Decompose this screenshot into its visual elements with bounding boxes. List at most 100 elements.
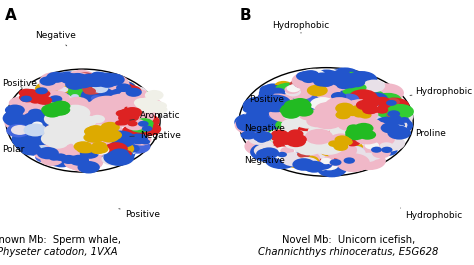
Circle shape: [98, 78, 116, 88]
Circle shape: [42, 90, 70, 106]
Circle shape: [61, 81, 84, 94]
Circle shape: [350, 111, 374, 124]
Circle shape: [361, 127, 369, 132]
Circle shape: [342, 111, 353, 116]
Circle shape: [72, 151, 100, 167]
Circle shape: [266, 145, 281, 153]
Circle shape: [128, 126, 143, 134]
Circle shape: [316, 86, 341, 100]
Circle shape: [14, 134, 46, 152]
Circle shape: [365, 108, 376, 114]
Circle shape: [325, 100, 347, 112]
Circle shape: [336, 111, 351, 119]
Circle shape: [115, 120, 125, 126]
Circle shape: [341, 97, 361, 108]
Circle shape: [284, 85, 300, 94]
Circle shape: [90, 115, 105, 123]
Circle shape: [270, 90, 283, 98]
Circle shape: [73, 141, 92, 152]
Circle shape: [372, 117, 405, 135]
Circle shape: [130, 109, 142, 116]
Circle shape: [44, 111, 72, 127]
Circle shape: [65, 94, 90, 107]
Circle shape: [119, 140, 138, 150]
Circle shape: [336, 145, 366, 162]
Circle shape: [117, 109, 134, 119]
Circle shape: [377, 135, 403, 150]
Circle shape: [22, 99, 47, 113]
Circle shape: [91, 107, 127, 127]
Circle shape: [313, 76, 332, 87]
Circle shape: [33, 94, 48, 102]
Circle shape: [83, 132, 102, 143]
Circle shape: [36, 96, 46, 102]
Circle shape: [332, 77, 347, 86]
Circle shape: [287, 142, 313, 156]
Circle shape: [297, 89, 326, 106]
Circle shape: [82, 77, 101, 87]
Circle shape: [275, 134, 287, 140]
Circle shape: [71, 159, 85, 167]
Circle shape: [326, 144, 351, 158]
Circle shape: [375, 93, 402, 108]
Circle shape: [247, 114, 258, 120]
Circle shape: [82, 129, 98, 138]
Circle shape: [137, 127, 146, 132]
Circle shape: [333, 75, 356, 87]
Circle shape: [75, 130, 100, 144]
Circle shape: [354, 123, 374, 134]
Circle shape: [287, 85, 301, 92]
Circle shape: [119, 111, 133, 119]
Circle shape: [135, 98, 153, 108]
Circle shape: [330, 120, 354, 133]
Circle shape: [301, 118, 313, 125]
Circle shape: [64, 123, 82, 133]
Circle shape: [301, 156, 319, 165]
Circle shape: [118, 119, 129, 125]
Circle shape: [61, 107, 97, 127]
Circle shape: [296, 148, 305, 152]
Circle shape: [290, 136, 304, 144]
Circle shape: [319, 118, 340, 129]
Circle shape: [35, 152, 54, 162]
Circle shape: [325, 141, 357, 159]
Circle shape: [323, 113, 355, 130]
Circle shape: [86, 74, 101, 83]
Circle shape: [236, 113, 271, 133]
Circle shape: [351, 118, 362, 124]
Circle shape: [325, 97, 354, 113]
Circle shape: [287, 107, 319, 124]
Circle shape: [378, 116, 392, 123]
Circle shape: [142, 98, 157, 106]
Circle shape: [302, 137, 319, 146]
Circle shape: [318, 104, 335, 113]
Circle shape: [365, 105, 374, 110]
Circle shape: [349, 155, 358, 160]
Circle shape: [360, 106, 378, 116]
Circle shape: [87, 125, 105, 135]
Circle shape: [258, 93, 271, 100]
Circle shape: [385, 101, 396, 107]
Circle shape: [24, 135, 42, 145]
Circle shape: [74, 118, 88, 126]
Circle shape: [337, 118, 360, 131]
Circle shape: [52, 136, 71, 147]
Circle shape: [292, 145, 304, 152]
Circle shape: [286, 100, 300, 108]
Circle shape: [348, 90, 360, 96]
Circle shape: [11, 125, 29, 135]
Circle shape: [82, 137, 94, 144]
Circle shape: [285, 149, 322, 169]
Circle shape: [74, 97, 93, 108]
Circle shape: [73, 139, 89, 148]
Circle shape: [137, 122, 161, 136]
Circle shape: [98, 106, 113, 114]
Circle shape: [82, 83, 103, 95]
Circle shape: [140, 139, 150, 144]
Circle shape: [36, 97, 49, 104]
Circle shape: [45, 126, 69, 140]
Circle shape: [246, 117, 264, 126]
Circle shape: [125, 139, 150, 154]
Circle shape: [257, 109, 281, 122]
Circle shape: [69, 89, 96, 103]
